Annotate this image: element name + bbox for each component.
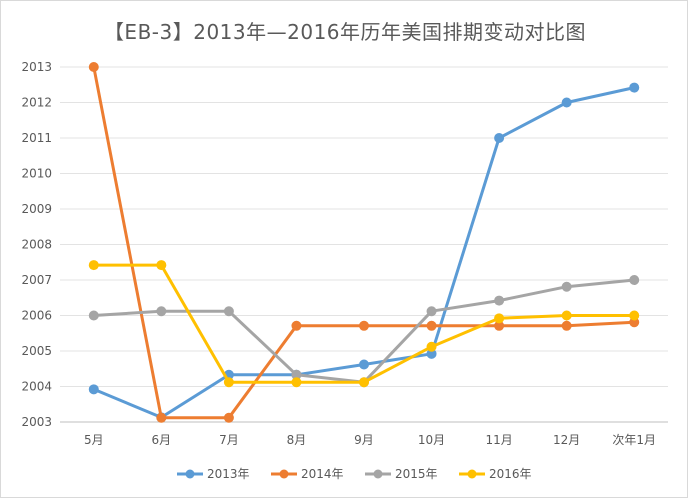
data-point <box>223 377 234 388</box>
data-point <box>426 320 437 331</box>
x-axis-tick-labels: 5月 6月 7月 8月 9月 10月 11月 12月 次年1月 <box>84 433 656 447</box>
data-point <box>629 275 640 285</box>
data-point <box>426 306 437 317</box>
data-point <box>291 369 302 380</box>
legend-label: 2014年 <box>301 467 344 481</box>
data-point <box>359 359 369 370</box>
data-point <box>291 377 302 388</box>
legend-label: 2016年 <box>489 467 532 481</box>
data-point <box>291 320 302 331</box>
legend-item: 2013年 <box>177 467 250 481</box>
data-point <box>223 412 234 423</box>
data-point <box>359 320 369 331</box>
y-tick-label: 2011 <box>21 131 52 145</box>
data-point <box>494 295 505 306</box>
legend-item: 2016年 <box>459 467 532 481</box>
legend-marker-icon <box>185 469 195 479</box>
y-tick-label: 2010 <box>21 167 52 181</box>
data-point <box>426 341 437 352</box>
y-tick-label: 2006 <box>21 309 52 323</box>
data-point <box>156 260 167 271</box>
data-point <box>561 310 572 321</box>
chart-title: 【EB-3】2013年—2016年历年美国排期变动对比图 <box>103 20 587 44</box>
data-point <box>561 320 572 331</box>
data-point <box>426 348 437 359</box>
legend-marker-icon <box>467 469 477 479</box>
legend-label: 2015年 <box>395 467 438 481</box>
data-point <box>359 377 369 388</box>
data-point <box>88 310 99 321</box>
series-lines <box>88 62 640 423</box>
data-point <box>88 62 99 72</box>
data-point <box>561 97 572 108</box>
y-tick-label: 2005 <box>21 344 52 358</box>
data-point <box>156 306 167 317</box>
data-point <box>629 82 640 93</box>
data-point <box>88 260 99 271</box>
x-tick-label: 次年1月 <box>612 433 656 447</box>
y-tick-label: 2007 <box>21 273 52 287</box>
legend-item: 2014年 <box>271 467 344 481</box>
data-point <box>561 281 572 292</box>
data-point <box>156 412 167 423</box>
data-point <box>88 384 99 395</box>
y-tick-label: 2008 <box>21 238 52 252</box>
y-tick-label: 2009 <box>21 202 52 216</box>
legend-item: 2015年 <box>365 467 438 481</box>
legend: 2013年 2014年 2015年 2016年 <box>177 467 532 481</box>
data-point <box>494 313 505 324</box>
y-tick-label: 2004 <box>21 380 52 394</box>
series-3 <box>88 275 640 388</box>
x-tick-label: 9月 <box>354 433 374 447</box>
x-tick-label: 8月 <box>287 433 307 447</box>
legend-marker-icon <box>279 469 289 479</box>
x-tick-label: 6月 <box>152 433 172 447</box>
data-point <box>494 320 505 331</box>
x-tick-label: 11月 <box>485 433 512 447</box>
legend-label: 2013年 <box>207 467 250 481</box>
data-point <box>629 310 640 321</box>
series-1 <box>88 82 640 423</box>
data-point <box>494 133 505 143</box>
x-tick-label: 7月 <box>219 433 239 447</box>
y-tick-label: 2013 <box>21 60 52 74</box>
x-tick-label: 12月 <box>553 433 580 447</box>
y-tick-label: 2003 <box>21 415 52 429</box>
x-tick-label: 5月 <box>84 433 104 447</box>
legend-marker-icon <box>373 469 383 479</box>
y-axis-tick-labels: 2003 2004 2005 2006 2007 2008 2009 2010 2011 2012… <box>21 60 52 429</box>
data-point <box>223 306 234 317</box>
y-tick-label: 2012 <box>21 96 52 110</box>
series-4 <box>88 260 640 388</box>
x-tick-label: 10月 <box>418 433 445 447</box>
